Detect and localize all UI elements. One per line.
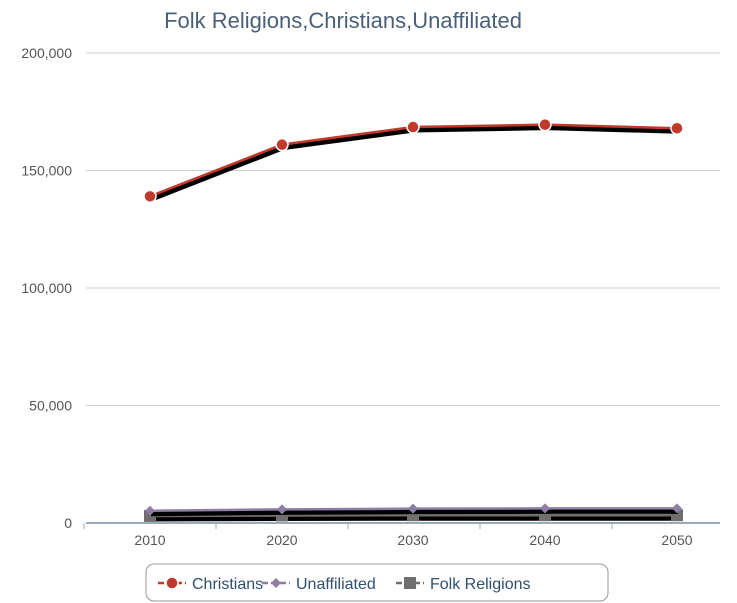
legend[interactable]: Christians Unaffiliated Folk Religions xyxy=(145,563,609,602)
data-point xyxy=(670,121,684,135)
data-point xyxy=(277,504,287,515)
x-tick-label: 2010 xyxy=(134,532,165,548)
x-axis: 2010 2020 2030 2040 2050 xyxy=(83,522,720,548)
y-tick-label: 150,000 xyxy=(21,163,72,179)
series-line xyxy=(149,123,678,198)
chart-title: Folk Religions,Christians,Unaffiliated xyxy=(164,8,522,33)
legend-box xyxy=(145,563,609,602)
y-axis: 0 50,000 100,000 150,000 200,000 xyxy=(21,45,72,531)
legend-item[interactable]: Unaffiliated xyxy=(262,576,376,593)
data-point xyxy=(165,576,179,590)
y-tick-label: 50,000 xyxy=(29,398,72,414)
data-point xyxy=(538,117,552,132)
legend-label: Unaffiliated xyxy=(296,576,376,593)
legend-item[interactable]: Folk Religions xyxy=(396,576,530,593)
data-point xyxy=(404,577,416,589)
series-group xyxy=(143,117,684,522)
data-point xyxy=(406,120,420,134)
legend-item[interactable]: Christians xyxy=(158,576,263,593)
legend-label: Christians xyxy=(192,576,263,593)
data-point xyxy=(540,503,550,514)
x-tick-label: 2020 xyxy=(266,532,297,548)
series-christians xyxy=(143,117,684,204)
data-point xyxy=(408,503,418,514)
grid-lines xyxy=(86,52,720,524)
x-tick-label: 2040 xyxy=(529,532,560,548)
y-tick-label: 100,000 xyxy=(21,280,72,296)
data-point xyxy=(672,503,682,514)
series-unaffiliated xyxy=(145,503,682,517)
series-shadow xyxy=(150,125,679,202)
data-point xyxy=(275,137,289,152)
y-tick-label: 0 xyxy=(64,515,72,531)
data-point xyxy=(271,578,281,588)
data-point xyxy=(276,509,288,522)
y-tick-label: 200,000 xyxy=(21,45,72,61)
data-point xyxy=(145,505,155,516)
x-tick-label: 2030 xyxy=(397,532,428,548)
data-point xyxy=(143,189,157,204)
x-tick-label: 2050 xyxy=(661,532,692,548)
legend-label: Folk Religions xyxy=(430,576,530,593)
